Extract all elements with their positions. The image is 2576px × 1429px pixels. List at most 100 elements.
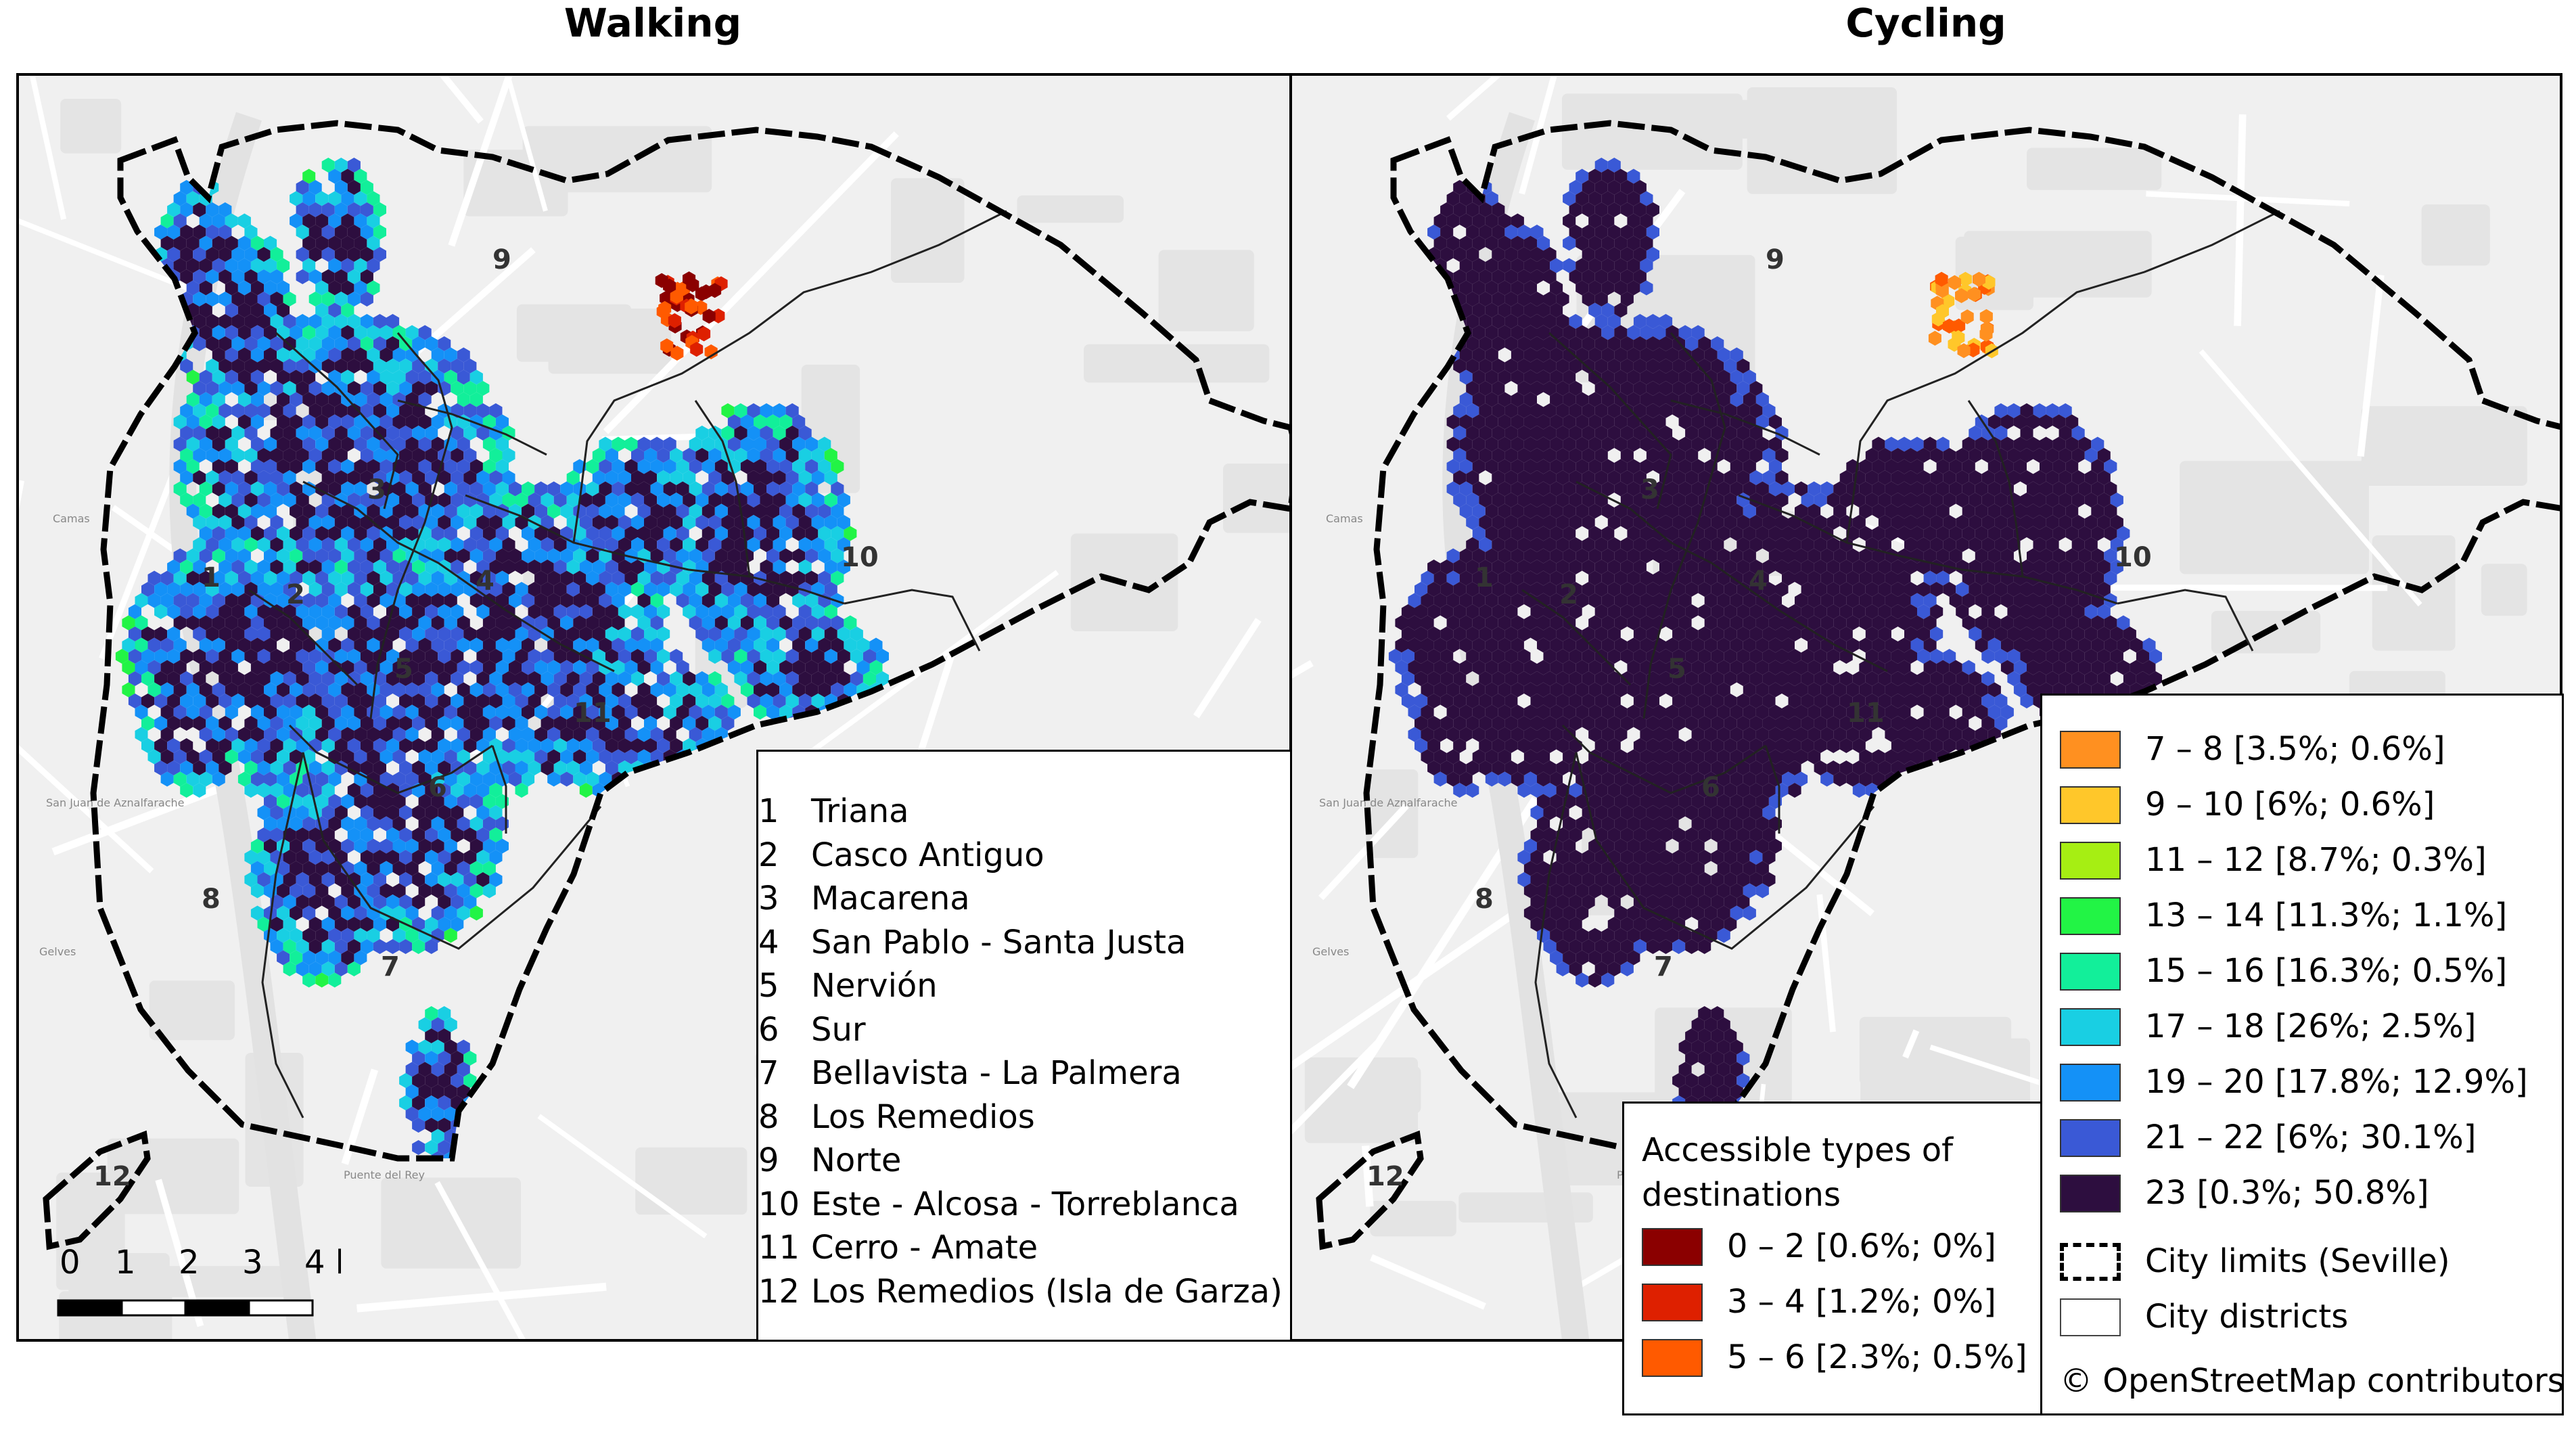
district-number-label: 10: [2114, 542, 2152, 573]
district-legend-name: Sur: [811, 1010, 866, 1049]
outlier-hex: [1936, 304, 1949, 319]
outlier-hex: [1958, 271, 1972, 287]
district-legend-number: 10: [758, 1185, 800, 1223]
district-legend-number: 12: [758, 1272, 800, 1311]
city-limits-label: City limits (Seville): [2145, 1242, 2450, 1280]
district-legend-number: 9: [758, 1141, 779, 1179]
district-legend-number: 3: [758, 880, 779, 917]
basemap-place-label: Camas: [1326, 512, 1363, 525]
district-number-label: 2: [1559, 579, 1578, 610]
district-legend-name: Los Remedios: [811, 1097, 1035, 1136]
district-number-label: 2: [286, 579, 305, 610]
legend-class-label: 17 – 18 [26%; 2.5%]: [2145, 1007, 2477, 1045]
district-legend-name: Los Remedios (Isla de Garza): [811, 1272, 1283, 1311]
scale-tick-1: 1: [115, 1244, 136, 1281]
district-legend-name: Cerro - Amate: [811, 1229, 1038, 1267]
district-number-label: 11: [1847, 698, 1885, 729]
legend-class-swatch: [2060, 1064, 2121, 1102]
outlier-hex: [1935, 271, 1948, 287]
district-number-label: 1: [202, 562, 221, 593]
district-number-label: 9: [1766, 244, 1785, 275]
outlier-hex: [690, 342, 704, 357]
accessibility-hex-layer: [115, 158, 889, 1158]
legend-class-label: 19 – 20 [17.8%; 12.9%]: [2145, 1063, 2528, 1101]
outlier-hex: [1979, 326, 1993, 342]
district-legend-name: San Pablo - Santa Justa: [811, 923, 1187, 961]
legend-class-label: 9 – 10 [6%; 0.6%]: [2145, 786, 2435, 823]
outlier-hex: [685, 299, 698, 315]
legend-class-swatch: [2060, 1008, 2121, 1046]
legend-class-label: 0 – 2 [0.6%; 0%]: [1727, 1227, 1996, 1265]
district-number-label: 6: [1701, 772, 1720, 803]
outlier-hex: [683, 271, 696, 287]
district-legend-number: 4: [758, 923, 779, 961]
outlier-hex: [1957, 343, 1971, 359]
district-number-label: 7: [1654, 951, 1673, 982]
osm-credit: © OpenStreetMap contributors: [2060, 1362, 2564, 1400]
district-number-label: 7: [381, 951, 400, 982]
legend-class-label: 13 – 14 [11.3%; 1.1%]: [2145, 897, 2508, 934]
cycling-panel-title: Cycling: [1845, 0, 2006, 46]
district-legend-name: Macarena: [811, 880, 970, 917]
scale-tick-2: 2: [179, 1244, 200, 1281]
city-districts-label: City districts: [2145, 1298, 2349, 1336]
district-number-label: 1: [1475, 562, 1494, 593]
basemap-place-label: Gelves: [1312, 945, 1349, 958]
district-number-label: 4: [1749, 566, 1768, 597]
district-number-label: 3: [367, 474, 386, 505]
district-number-label: 5: [1668, 654, 1686, 685]
district-legend-number: 11: [758, 1229, 800, 1267]
district-number-label: 12: [1366, 1161, 1404, 1192]
outlier-hex: [1952, 330, 1965, 345]
legend-class-swatch: [1642, 1284, 1703, 1321]
legend-class-swatch: [2060, 731, 2121, 769]
district-number-label: 8: [202, 884, 221, 915]
outlier-hex: [1972, 271, 1985, 287]
legend-class-swatch: [2060, 1175, 2121, 1212]
outlier-hex: [1979, 309, 1993, 324]
district-legend-number: 7: [758, 1054, 779, 1092]
district-legend-name: Nervión: [811, 967, 938, 1005]
outlier-hex: [1943, 318, 1956, 334]
district-legend-number: 8: [758, 1097, 779, 1136]
scale-bar: 0 1 2 3 4 km: [57, 1238, 386, 1322]
legend-class-swatch: [2060, 786, 2121, 824]
district-legend-name: Norte: [811, 1141, 902, 1179]
district-legend-number: 5: [758, 967, 779, 1005]
legend-class-label: 15 – 16 [16.3%; 0.5%]: [2145, 952, 2508, 990]
outlier-hex: [708, 283, 722, 298]
legend-class-label: 23 [0.3%; 50.8%]: [2145, 1174, 2429, 1212]
city-districts-swatch: [2060, 1298, 2121, 1336]
city-limits-boundary: [43, 120, 1289, 1250]
district-number-label: 6: [428, 772, 447, 803]
legend-class-swatch: [2060, 842, 2121, 880]
walking-panel-title: Walking: [564, 0, 742, 46]
legend-class-label: 21 – 22 [6%; 30.1%]: [2145, 1118, 2477, 1156]
districts-legend: 1 Triana 2 Casco Antiguo 3 Macarena 4 San Pablo…: [756, 750, 1292, 1342]
district-legend-number: 6: [758, 1010, 779, 1049]
outlier-hex: [1941, 294, 1955, 309]
legend-class-label: 3 – 4 [1.2%; 0%]: [1727, 1283, 1996, 1321]
district-number-label: 11: [574, 698, 612, 729]
city-limits-boundary: [1316, 120, 2560, 1250]
legend-class-label: 7 – 8 [3.5%; 0.6%]: [2145, 730, 2445, 768]
scale-tick-0: 0: [60, 1244, 80, 1281]
scale-tick-4: 4 km: [304, 1244, 341, 1281]
outlier-hex: [1935, 283, 1949, 298]
district-legend-name: Casco Antiguo: [811, 836, 1044, 874]
legend-class-label: 11 – 12 [8.7%; 0.3%]: [2145, 841, 2487, 879]
accessibility-legend-part-b: 7 – 8 [3.5%; 0.6%] 9 – 10 [6%; 0.6%] 11 – …: [2040, 694, 2564, 1415]
district-boundaries: [1521, 210, 2280, 1118]
legend-class-swatch: [2060, 1119, 2121, 1157]
district-legend-number: 2: [758, 836, 779, 874]
legend-class-label: 5 – 6 [2.3%; 0.5%]: [1727, 1338, 2027, 1376]
outlier-hex: [1982, 275, 1996, 290]
district-legend-name: Triana: [811, 792, 909, 830]
legend-title-line1: Accessible types of: [1642, 1131, 1954, 1169]
outlier-hex: [1928, 330, 1941, 346]
outlier-hex: [660, 338, 674, 354]
legend-class-swatch: [2060, 897, 2121, 935]
outlier-hex: [658, 300, 672, 316]
outlier-hex: [704, 344, 718, 359]
